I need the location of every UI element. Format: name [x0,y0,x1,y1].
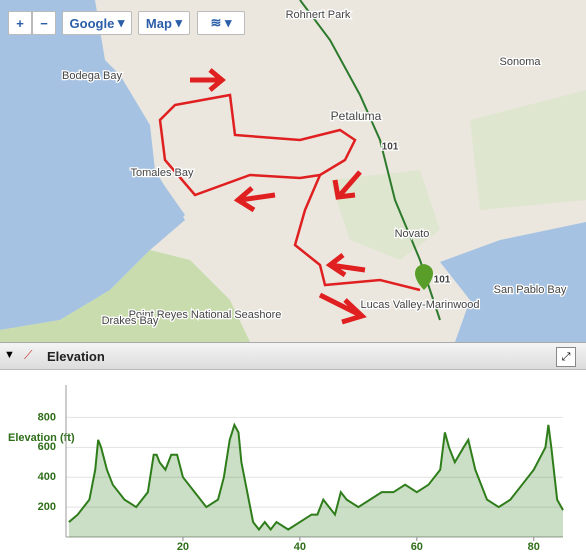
arrow [325,253,366,278]
place-label: Drakes Bay [102,315,159,327]
place-label: Point Reyes National Seashore [129,309,282,321]
expand-button[interactable]: ⤢ [556,347,576,367]
park-area [330,170,440,260]
route [158,93,421,292]
y-tick-label: 800 [38,411,56,423]
arrow [332,170,362,200]
x-tick-label: 20 [177,541,189,553]
caret: ▾ [114,15,125,30]
x-tick-label: 60 [411,541,423,553]
elevation-area [68,424,564,537]
x-tick-label: 40 [294,541,306,553]
arrow [233,186,276,213]
y-tick-label: 400 [38,471,56,483]
map[interactable]: Bodega Bay Rohnert Park Sonoma Petaluma … [0,0,586,342]
y-axis-label: Elevation (ft) [8,432,75,444]
arrow [318,292,367,325]
place-label: Sonoma [500,56,542,68]
place-label: Petaluma [331,109,382,123]
y-tick-label: 600 [38,441,56,453]
zoom-in[interactable]: + [8,11,32,35]
map-type-menu[interactable]: Map ▾ [138,11,190,35]
ocean [0,0,185,330]
place-label: Lucas Valley-Marinwood [360,299,479,311]
highway-label: 101 [382,142,399,153]
park-area [0,250,250,342]
panel-title: Elevation [47,349,105,364]
place-label: Bodega Bay [62,70,122,82]
map-type-text: Map [145,15,172,31]
place-label: Tomales Bay [131,167,194,179]
y-tick-label: 200 [38,501,56,513]
place-label: Novato [395,228,430,240]
san-pablo-bay [440,222,586,342]
start-marker[interactable] [415,264,433,290]
provider-menu[interactable]: Google ▾ [62,11,132,35]
hill-area [470,90,586,210]
tomales-bay [140,155,185,222]
x-tick-label: 80 [528,541,540,553]
caret: ▾ [171,15,183,30]
highway-label: 101 [434,275,451,286]
panel-header: ▼ ⟋ Elevation ⤢ [0,342,586,370]
provider-text: Google [69,15,115,31]
elevation-chart: Elevation (ft) 200 400 600 800 20 40 60 80 [8,385,564,553]
collapse-toggle[interactable]: ▼ [4,349,15,361]
place-label: San Pablo Bay [494,284,567,296]
elevation-line [68,422,564,532]
road [299,0,441,321]
arrow [190,68,226,92]
zoom-out[interactable]: − [32,11,56,35]
layers-menu[interactable]: ≋ ▾ [197,11,245,35]
place-label: Rohnert Park [286,9,351,21]
elevation-icon: ⟋ [24,348,33,362]
